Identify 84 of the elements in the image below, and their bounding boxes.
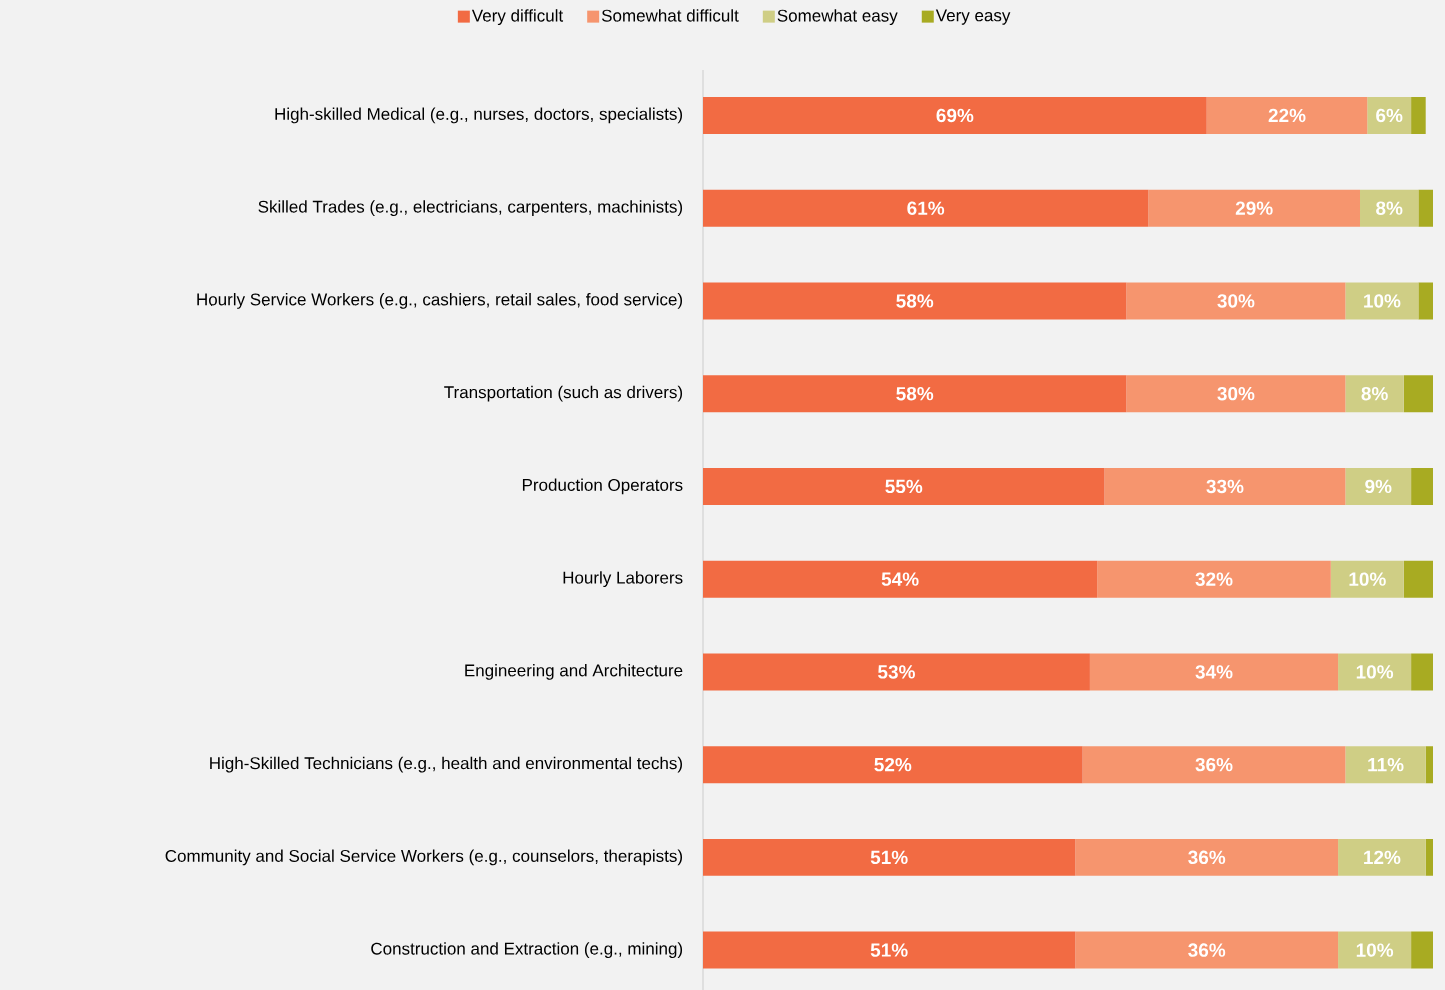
bar [703,746,1083,784]
data-label: 34% [1195,665,1233,679]
y-tick-label: Transportation (such as drivers) [444,385,683,402]
bar [703,838,1076,876]
data-label: 11% [1368,757,1404,772]
legend-label: Very difficult [471,9,564,26]
y-tick-label: Skilled Trades (e.g., electricians, carpenters, machinists) [258,200,683,217]
bar [1330,560,1404,598]
bar [1104,467,1346,505]
bar [1345,282,1419,320]
bar [703,931,1076,969]
y-tick-label: Engineering and Architecture [465,663,683,680]
data-label: 58% [896,294,934,308]
data-label: 69% [936,108,974,123]
y-tick-label: High-Skilled Technicians (e.g., health and environmental techs) [210,756,682,773]
bar [1403,375,1433,413]
data-label: 55% [885,479,923,494]
data-label: 8% [1376,201,1403,215]
bar [1126,282,1346,320]
data-label: 10% [1356,943,1394,957]
data-label: 10% [1349,572,1386,586]
data-label: 32% [1195,572,1233,586]
data-label: 9% [1365,479,1392,494]
bar [1338,931,1412,969]
bar [1075,838,1339,876]
bar [703,560,1098,598]
bar [1411,96,1426,134]
bar [703,282,1127,320]
bar [1403,560,1433,598]
data-label: 30% [1217,386,1255,401]
data-label: 61% [907,201,945,215]
bar [1345,467,1412,505]
bar [1418,189,1433,227]
data-label: 51% [870,943,908,957]
bar [1418,282,1433,320]
data-label: 8% [1361,386,1388,401]
bar [1367,96,1412,134]
bar [1411,467,1433,505]
data-label: 6% [1376,108,1403,123]
bar [1425,746,1433,784]
data-label: 36% [1188,943,1226,957]
data-label: 10% [1356,665,1394,679]
bar [1338,653,1412,691]
data-label: 36% [1195,757,1233,772]
bar [1425,838,1433,876]
bar [1411,653,1433,691]
bar [1206,96,1368,134]
data-label: 36% [1188,850,1226,865]
data-label: 29% [1235,201,1273,215]
legend-label: Somewhat difficult [601,9,739,22]
bar [703,653,1090,691]
data-label: 10% [1364,294,1401,308]
data-label: 22% [1268,108,1306,123]
data-label: 54% [881,572,919,586]
y-tick-label: Hourly Laborers [563,571,683,588]
bar [703,375,1127,413]
data-label: 30% [1217,294,1255,308]
bar [1097,560,1331,598]
bar [1411,931,1433,969]
y-tick-label: High-skilled Medical (e.g., nurses, doctors, specialists) [275,107,683,124]
y-tick-label: Community and Social Service Workers (e.g., counselors, therapists) [165,849,683,866]
bar [1082,746,1346,784]
data-label: 53% [878,665,915,679]
bar [1345,375,1404,413]
bar [703,96,1207,134]
bar [1360,189,1419,227]
y-tick-label: Construction and Extraction (e.g., mining) [371,942,683,959]
bar [1126,375,1346,413]
data-label: 58% [896,386,934,401]
legend-label: Very easy [935,9,1011,25]
y-tick-label: Hourly Service Workers (e.g., cashiers, retail sales, food service) [197,293,683,309]
bar [1148,189,1360,227]
bar [1075,931,1339,969]
data-label: 52% [874,757,912,772]
legend-label: Somewhat easy [777,9,898,26]
bar [703,189,1149,227]
data-label: 12% [1364,850,1401,865]
data-label: 51% [870,850,908,865]
bar [703,467,1105,505]
bar [1338,838,1426,876]
y-tick-label: Production Operators [522,478,683,495]
data-label: 33% [1206,479,1244,494]
bar [1089,653,1339,691]
bar [1345,746,1426,784]
